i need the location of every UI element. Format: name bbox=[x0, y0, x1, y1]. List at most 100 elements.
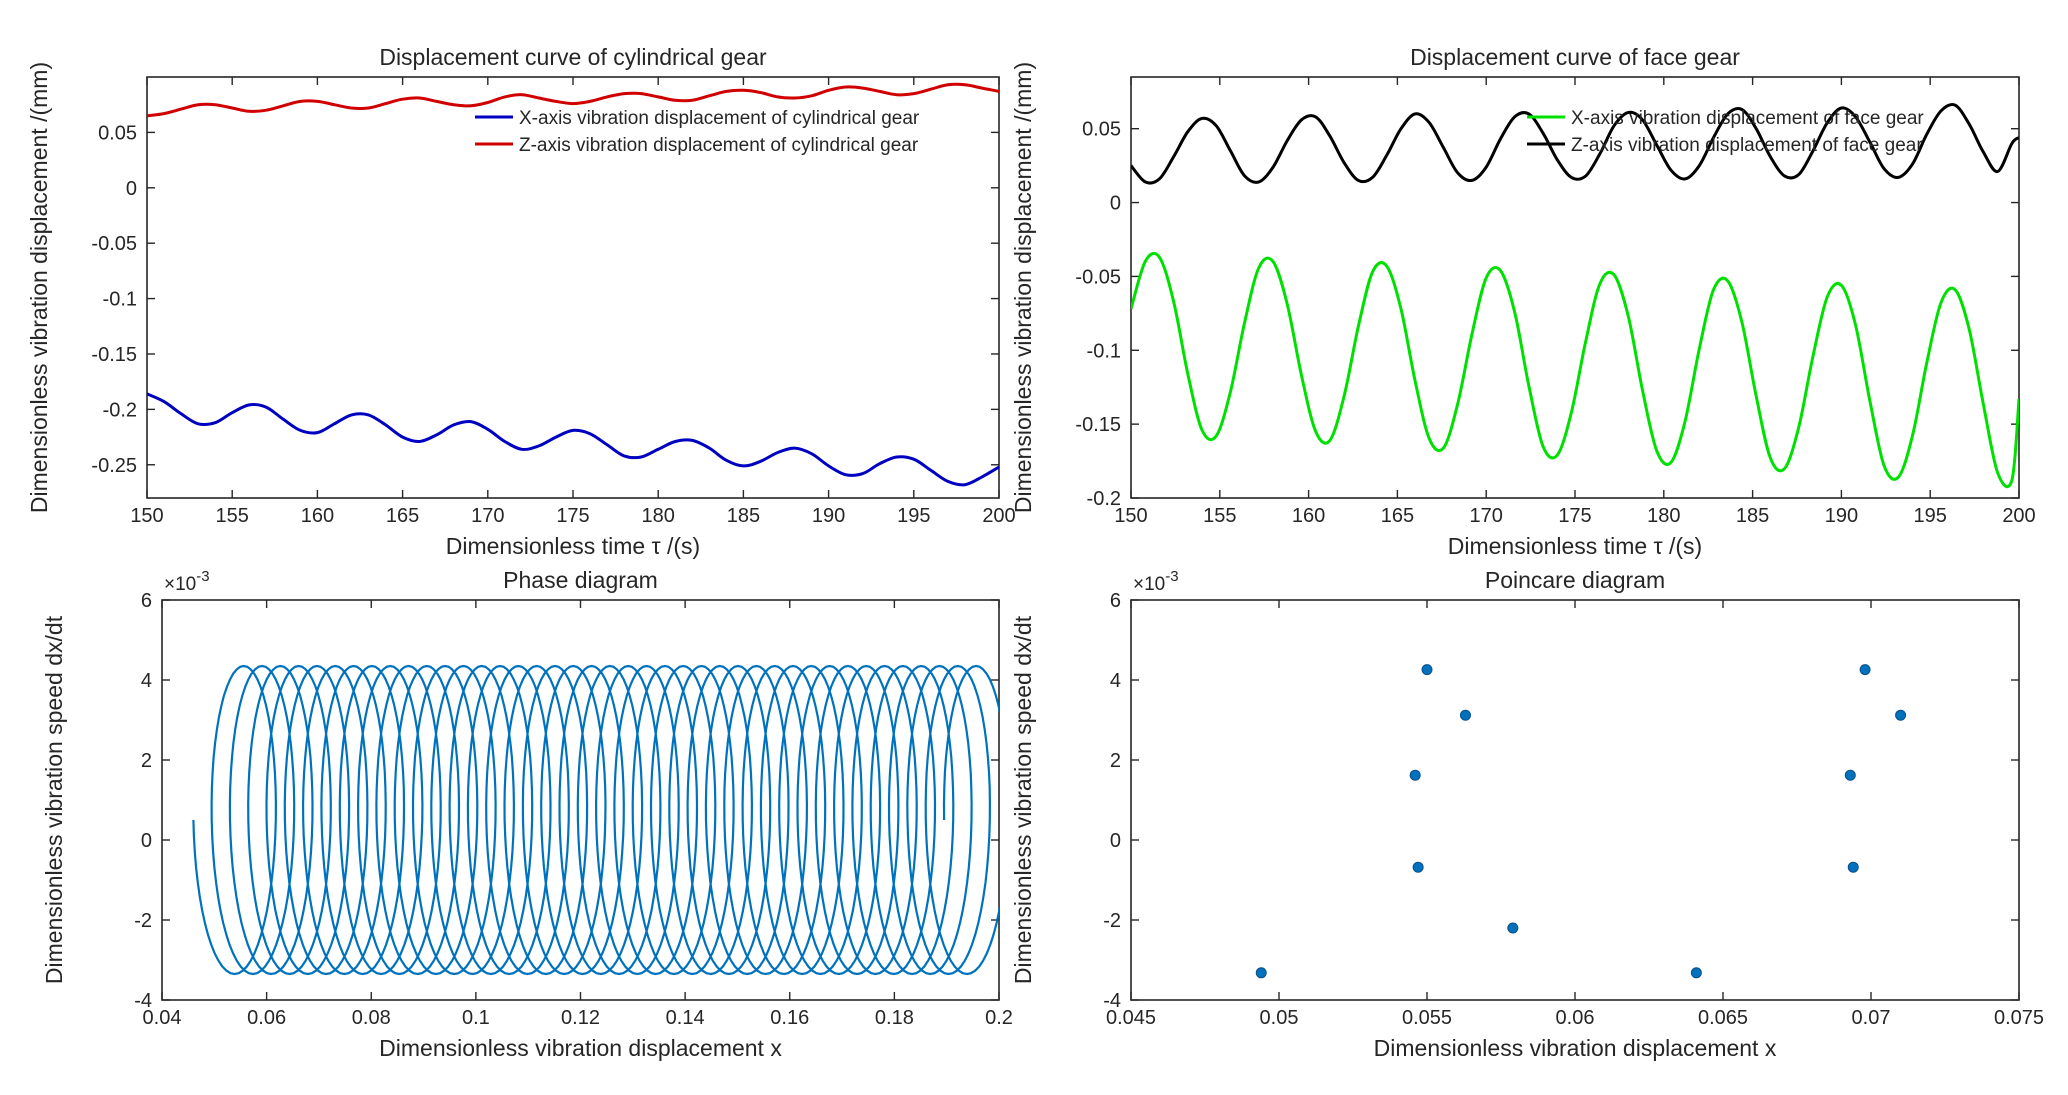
y-tick-label: -0.15 bbox=[91, 344, 137, 366]
x-tick-label: 160 bbox=[301, 505, 334, 527]
scatter-point bbox=[1507, 922, 1519, 934]
y-tick-label: -0.2 bbox=[1087, 488, 1121, 510]
y-tick-label: 0.05 bbox=[98, 122, 137, 144]
x-tick-label: 155 bbox=[1203, 505, 1236, 527]
scatter-point bbox=[1895, 709, 1907, 721]
x-tick-label: 175 bbox=[556, 505, 589, 527]
x-tick-label: 0.06 bbox=[1556, 1007, 1595, 1029]
x-tick-label: 180 bbox=[1647, 505, 1680, 527]
y-tick-label: -0.1 bbox=[103, 289, 137, 311]
y-tick-label: -4 bbox=[134, 990, 152, 1012]
x-tick-label: 0.16 bbox=[770, 1007, 809, 1029]
y-tick-label: -2 bbox=[1103, 910, 1121, 932]
x-tick-label: 155 bbox=[216, 505, 249, 527]
chart-3: 0.04 0.06 0.08 0.1 0.12 0.14 0.16 0.18 0.2 -4 -2 0 2… bbox=[41, 567, 1013, 1061]
x-tick-label: 0.18 bbox=[875, 1007, 914, 1029]
y-tick-label: 6 bbox=[1110, 590, 1121, 612]
x-tick-label: 180 bbox=[642, 505, 675, 527]
scatter-point bbox=[1255, 967, 1267, 979]
x-tick-label: 0.12 bbox=[561, 1007, 600, 1029]
x-tick-label: 150 bbox=[130, 505, 163, 527]
x-tick-label: 150 bbox=[1114, 505, 1147, 527]
x-tick-label: 195 bbox=[897, 505, 930, 527]
y-axis-label: Dimensionless vibration displacement /(m… bbox=[1010, 62, 1036, 513]
y-axis-label: Dimensionless vibration speed dx/dt bbox=[41, 615, 67, 984]
x-tick-label: 190 bbox=[812, 505, 845, 527]
x-axis-label: Dimensionless vibration displacement x bbox=[1374, 1035, 1777, 1061]
y-tick-label: 4 bbox=[1110, 670, 1121, 692]
y-axis-label: Dimensionless vibration speed dx/dt bbox=[1010, 615, 1036, 984]
scatter-point bbox=[1847, 861, 1859, 873]
x-tick-label: 0.05 bbox=[1260, 1007, 1299, 1029]
legend: X-axis vibration displacement of cylindr… bbox=[475, 108, 920, 156]
x-tick-label: 165 bbox=[1381, 505, 1414, 527]
x-tick-label: 0.045 bbox=[1106, 1007, 1156, 1029]
y-exponent-label: ×10-3 bbox=[1133, 568, 1179, 595]
scatter-point bbox=[1409, 769, 1421, 781]
scatter-point bbox=[1412, 861, 1424, 873]
y-tick-label: 2 bbox=[1110, 750, 1121, 772]
x-tick-label: 0.075 bbox=[1994, 1007, 2044, 1029]
x-tick-label: 0.14 bbox=[666, 1007, 705, 1029]
series-line-2 bbox=[1131, 102, 2019, 185]
y-tick-label: -0.05 bbox=[91, 233, 137, 255]
y-axis-label: Dimensionless vibration displacement /(m… bbox=[26, 62, 52, 513]
x-tick-label: 0.08 bbox=[352, 1007, 391, 1029]
x-tick-label: 190 bbox=[1825, 505, 1858, 527]
phase-trajectory-line bbox=[192, 664, 999, 976]
legend-entry-1: X-axis vibration displacement of cylindr… bbox=[519, 108, 920, 129]
y-tick-label: -0.2 bbox=[103, 399, 137, 421]
plot-area bbox=[146, 76, 1000, 499]
chart-2: 150 155 160 165 170 175 180 185 190 195 200 -0.2 -0.… bbox=[1010, 44, 2036, 559]
plot-area bbox=[1130, 599, 2020, 1001]
scatter-point bbox=[1421, 664, 1433, 676]
plot-marks bbox=[147, 82, 999, 487]
x-axis-label: Dimensionless vibration displacement x bbox=[379, 1035, 782, 1061]
x-tick-label: 160 bbox=[1292, 505, 1325, 527]
x-tick-label: 200 bbox=[2002, 505, 2035, 527]
series-line-1 bbox=[1131, 251, 2019, 489]
chart-title: Poincare diagram bbox=[1485, 567, 1665, 593]
x-tick-label: 170 bbox=[471, 505, 504, 527]
y-tick-label: 4 bbox=[141, 670, 152, 692]
x-tick-label: 0.2 bbox=[985, 1007, 1013, 1029]
x-tick-label: 0.06 bbox=[247, 1007, 286, 1029]
y-tick-label: 6 bbox=[141, 590, 152, 612]
x-tick-label: 0.065 bbox=[1698, 1007, 1748, 1029]
legend-entry-1: X-axis vibration displacement of face ge… bbox=[1571, 108, 1924, 129]
series-line-1 bbox=[147, 392, 999, 487]
x-axis-label: Dimensionless time τ /(s) bbox=[446, 533, 700, 559]
chart-title: Displacement curve of cylindrical gear bbox=[379, 44, 767, 70]
x-tick-label: 200 bbox=[982, 505, 1015, 527]
x-axis-label: Dimensionless time τ /(s) bbox=[1448, 533, 1702, 559]
scatter-point bbox=[1844, 769, 1856, 781]
chart-4: 0.045 0.05 0.055 0.06 0.065 0.07 0.075 -4 -2 0 2 4 6… bbox=[1010, 567, 2044, 1061]
x-tick-label: 165 bbox=[386, 505, 419, 527]
chart-title: Displacement curve of face gear bbox=[1410, 44, 1740, 70]
scatter-point bbox=[1690, 967, 1702, 979]
x-tick-label: 0.1 bbox=[462, 1007, 490, 1029]
chart-1: 150 155 160 165 170 175 180 185 190 195 200 -0.25 -0… bbox=[26, 44, 1016, 559]
chart-title: Phase diagram bbox=[503, 567, 658, 593]
y-tick-label: -4 bbox=[1103, 990, 1121, 1012]
legend-entry-2: Z-axis vibration displacement of face ge… bbox=[1571, 135, 1923, 156]
x-tick-label: 0.055 bbox=[1402, 1007, 1452, 1029]
x-tick-label: 195 bbox=[1914, 505, 1947, 527]
y-tick-label: 0 bbox=[141, 830, 152, 852]
x-tick-label: 185 bbox=[1736, 505, 1769, 527]
scatter-point bbox=[1459, 709, 1471, 721]
y-tick-label: -0.1 bbox=[1087, 340, 1121, 362]
y-tick-label: 0 bbox=[1110, 193, 1121, 215]
plot-area bbox=[161, 599, 1000, 1001]
x-tick-label: 0.04 bbox=[143, 1007, 182, 1029]
plot-marks bbox=[1131, 102, 2019, 489]
series-line-2 bbox=[147, 82, 999, 118]
plot-marks bbox=[192, 664, 999, 976]
x-tick-label: 175 bbox=[1558, 505, 1591, 527]
y-tick-label: -0.05 bbox=[1075, 266, 1121, 288]
x-tick-label: 0.07 bbox=[1852, 1007, 1891, 1029]
y-tick-label: 0.05 bbox=[1082, 119, 1121, 141]
y-exponent-label: ×10-3 bbox=[164, 568, 210, 595]
legend-entry-2: Z-axis vibration displacement of cylindr… bbox=[519, 135, 919, 156]
